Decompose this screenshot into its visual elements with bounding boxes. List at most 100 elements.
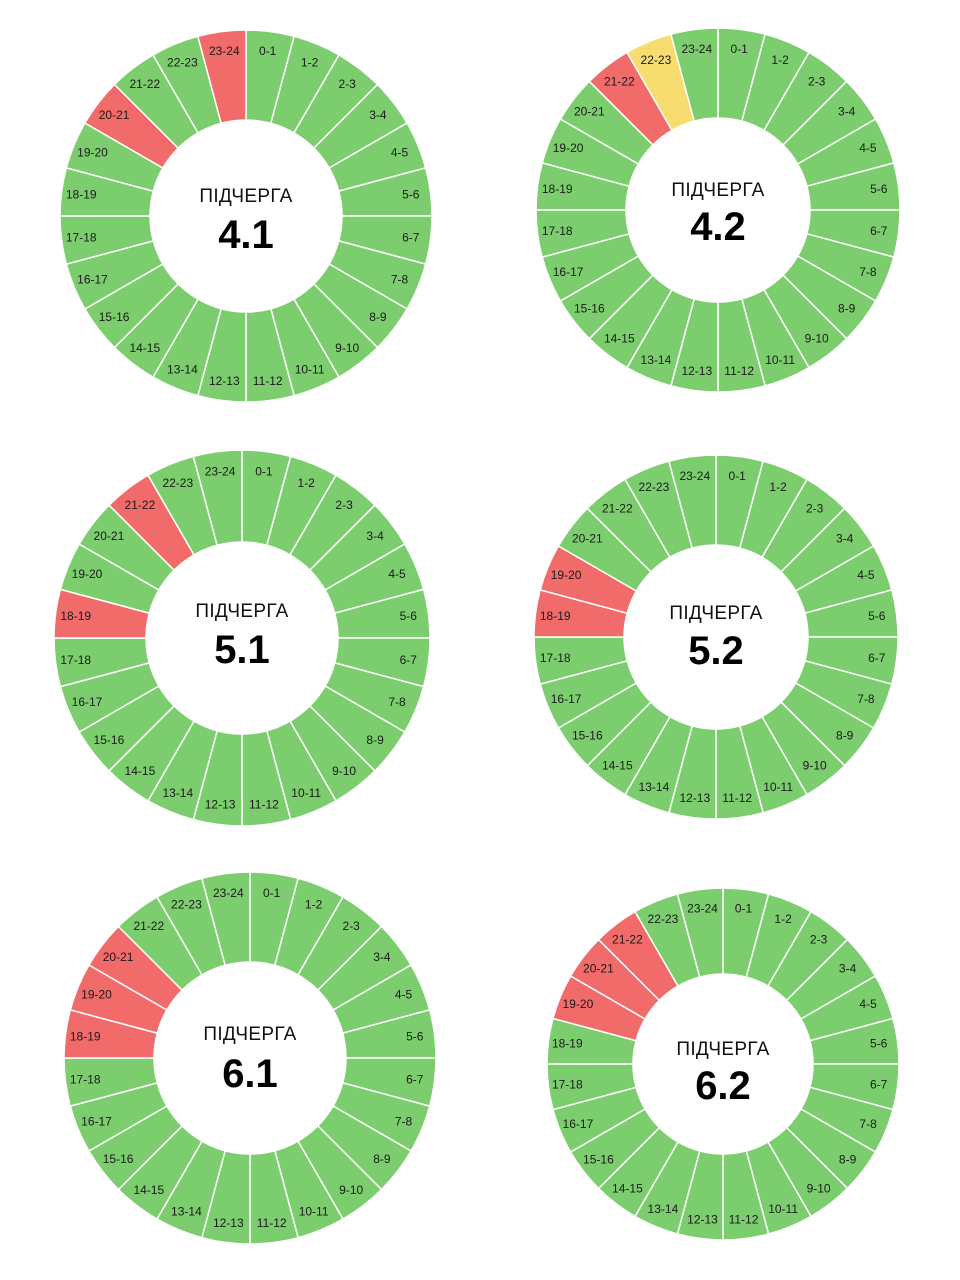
segment-label: 13-14 xyxy=(171,1205,202,1219)
segment-label: 2-3 xyxy=(335,498,353,512)
segment-label: 12-13 xyxy=(213,1216,244,1230)
segment-label: 12-13 xyxy=(687,1213,718,1227)
segment-label: 9-10 xyxy=(807,1182,831,1196)
center-title: ПІДЧЕРГА xyxy=(671,180,764,201)
dial-5-1: 0-1 1-2 2-3 3-4 4-5 5-6 6-7 7-8 8-9 9-10 10-11 11-1… xyxy=(52,448,432,828)
dial-5-2: 0-1 1-2 2-3 3-4 4-5 5-6 6-7 7-8 8-9 9-10 10-11 11-1… xyxy=(533,452,903,822)
center-number: 5.1 xyxy=(214,628,270,672)
segment-23-24-on xyxy=(676,887,724,978)
segment-label: 16-17 xyxy=(563,1117,594,1131)
dial-6-1: 0-1 1-2 2-3 3-4 4-5 5-6 6-7 7-8 8-9 9-10 10-11 11-1… xyxy=(62,868,442,1248)
segment-23-24-on xyxy=(669,27,719,123)
segment-label: 18-19 xyxy=(60,609,91,623)
segment-label: 15-16 xyxy=(103,1152,134,1166)
segment-label: 23-24 xyxy=(687,901,718,915)
segment-label: 16-17 xyxy=(551,692,582,706)
segment-label: 0-1 xyxy=(729,469,747,483)
segment-label: 13-14 xyxy=(162,786,193,800)
segment-label: 22-23 xyxy=(639,480,670,494)
segment-label: 21-22 xyxy=(612,932,643,946)
segment-label: 10-11 xyxy=(763,780,793,794)
segment-label: 5-6 xyxy=(402,187,420,201)
segment-23-24-on xyxy=(200,871,251,967)
segment-label: 19-20 xyxy=(77,145,108,159)
center-title: ПІДЧЕРГА xyxy=(676,1039,769,1060)
segment-label: 17-18 xyxy=(60,653,91,667)
segment-label: 10-11 xyxy=(765,353,795,367)
segment-label: 6-7 xyxy=(402,231,420,245)
segment-label: 4-5 xyxy=(859,997,877,1011)
segment-label: 9-10 xyxy=(335,341,359,355)
segment-label: 13-14 xyxy=(167,363,198,377)
segment-label: 3-4 xyxy=(836,531,854,545)
segment-label: 21-22 xyxy=(133,919,164,933)
segment-label: 8-9 xyxy=(369,310,387,324)
segment-label: 7-8 xyxy=(388,695,406,709)
segments: 0-1 1-2 2-3 3-4 4-5 5-6 6-7 7-8 8-9 9-10 10-11 11-1… xyxy=(59,29,433,403)
segment-label: 16-17 xyxy=(72,695,103,709)
segment-label: 0-1 xyxy=(735,901,753,915)
segment-label: 14-15 xyxy=(133,1183,164,1197)
segment-label: 8-9 xyxy=(839,1153,857,1167)
segment-label: 22-23 xyxy=(648,912,679,926)
segment-label: 22-23 xyxy=(171,898,202,912)
dial-4-1: 0-1 1-2 2-3 3-4 4-5 5-6 6-7 7-8 8-9 9-10 10-11 11-1… xyxy=(56,26,436,406)
segment-label: 14-15 xyxy=(602,759,633,773)
segment-label: 5-6 xyxy=(400,609,418,623)
segment-label: 0-1 xyxy=(731,42,749,56)
segment-label: 22-23 xyxy=(162,476,193,490)
segment-label: 11-12 xyxy=(729,1213,759,1227)
segment-label: 23-24 xyxy=(209,44,240,58)
segment-label: 17-18 xyxy=(552,1078,583,1092)
segment-label: 14-15 xyxy=(612,1182,643,1196)
segment-label: 20-21 xyxy=(583,961,614,975)
segment-label: 18-19 xyxy=(70,1029,101,1043)
segment-label: 20-21 xyxy=(572,531,603,545)
segment-label: 23-24 xyxy=(213,886,244,900)
segment-label: 2-3 xyxy=(343,919,361,933)
segment-label: 14-15 xyxy=(604,332,635,346)
segment-label: 1-2 xyxy=(301,56,319,70)
segment-label: 2-3 xyxy=(808,74,826,88)
segment-label: 19-20 xyxy=(81,987,112,1001)
segment-label: 23-24 xyxy=(681,42,712,56)
segment-23-24-on xyxy=(667,454,717,550)
segment-label: 9-10 xyxy=(332,764,356,778)
segment-label: 4-5 xyxy=(388,567,406,581)
segment-label: 19-20 xyxy=(553,141,584,155)
segment-label: 15-16 xyxy=(99,310,130,324)
segment-label: 1-2 xyxy=(771,53,789,67)
segment-label: 12-13 xyxy=(209,374,240,388)
segment-label: 4-5 xyxy=(391,145,409,159)
segment-label: 15-16 xyxy=(572,729,603,743)
segment-label: 6-7 xyxy=(406,1073,424,1087)
segment-label: 18-19 xyxy=(552,1037,583,1051)
segment-label: 7-8 xyxy=(857,692,875,706)
segment-label: 15-16 xyxy=(94,733,125,747)
segment-label: 11-12 xyxy=(253,374,283,388)
segment-label: 11-12 xyxy=(257,1216,287,1230)
segment-label: 17-18 xyxy=(542,224,573,238)
segment-label: 10-11 xyxy=(768,1202,798,1216)
segment-label: 6-7 xyxy=(870,224,888,238)
segment-label: 8-9 xyxy=(836,729,854,743)
segment-label: 15-16 xyxy=(574,302,605,316)
segments: 0-1 1-2 2-3 3-4 4-5 5-6 6-7 7-8 8-9 9-10 10-11 11-1… xyxy=(533,454,899,820)
segment-label: 4-5 xyxy=(859,141,877,155)
segment-label: 5-6 xyxy=(406,1029,424,1043)
segments: 0-1 1-2 2-3 3-4 4-5 5-6 6-7 7-8 8-9 9-10 10-11 11-1… xyxy=(546,887,900,1241)
segment-label: 0-1 xyxy=(263,886,281,900)
center-title: ПІДЧЕРГА xyxy=(199,186,292,207)
segments: 0-1 1-2 2-3 3-4 4-5 5-6 6-7 7-8 8-9 9-10 10-11 11-1… xyxy=(63,871,437,1245)
segment-label: 6-7 xyxy=(400,653,418,667)
segment-label: 17-18 xyxy=(70,1073,101,1087)
donut-chart-4-1: 0-1 1-2 2-3 3-4 4-5 5-6 6-7 7-8 8-9 9-10 10-11 11-1… xyxy=(59,29,433,403)
segment-label: 23-24 xyxy=(205,465,236,479)
segment-label: 9-10 xyxy=(803,759,827,773)
segment-label: 2-3 xyxy=(806,501,824,515)
segment-label: 18-19 xyxy=(66,187,97,201)
donut-chart-5-2: 0-1 1-2 2-3 3-4 4-5 5-6 6-7 7-8 8-9 9-10 10-11 11-1… xyxy=(533,454,899,820)
segment-label: 1-2 xyxy=(774,912,792,926)
segment-label: 14-15 xyxy=(125,764,156,778)
center-number: 4.1 xyxy=(218,213,274,257)
